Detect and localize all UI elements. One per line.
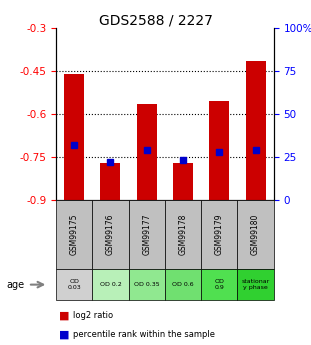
Text: ■: ■ [59, 330, 70, 339]
Text: GSM99177: GSM99177 [142, 214, 151, 255]
Text: GSM99176: GSM99176 [106, 214, 115, 255]
Text: log2 ratio: log2 ratio [73, 311, 113, 320]
Text: GSM99180: GSM99180 [251, 214, 260, 255]
Text: OD 0.6: OD 0.6 [172, 282, 194, 287]
Bar [246, 61, 266, 200]
Text: OD
0.03: OD 0.03 [67, 279, 81, 290]
Text: ■: ■ [59, 311, 70, 321]
Text: GDS2588 / 2227: GDS2588 / 2227 [99, 14, 212, 28]
Bar [173, 163, 193, 200]
Text: OD
0.9: OD 0.9 [214, 279, 224, 290]
Text: percentile rank within the sample: percentile rank within the sample [73, 330, 215, 339]
Text: OD 0.2: OD 0.2 [100, 282, 121, 287]
Text: age: age [6, 280, 24, 289]
Bar [209, 101, 229, 200]
Text: OD 0.35: OD 0.35 [134, 282, 160, 287]
Text: stationar
y phase: stationar y phase [241, 279, 270, 290]
Bar [137, 104, 157, 200]
Bar [100, 163, 120, 200]
Bar [64, 73, 84, 200]
Text: GSM99178: GSM99178 [179, 214, 188, 255]
Text: GSM99175: GSM99175 [70, 214, 79, 255]
Text: GSM99179: GSM99179 [215, 214, 224, 255]
